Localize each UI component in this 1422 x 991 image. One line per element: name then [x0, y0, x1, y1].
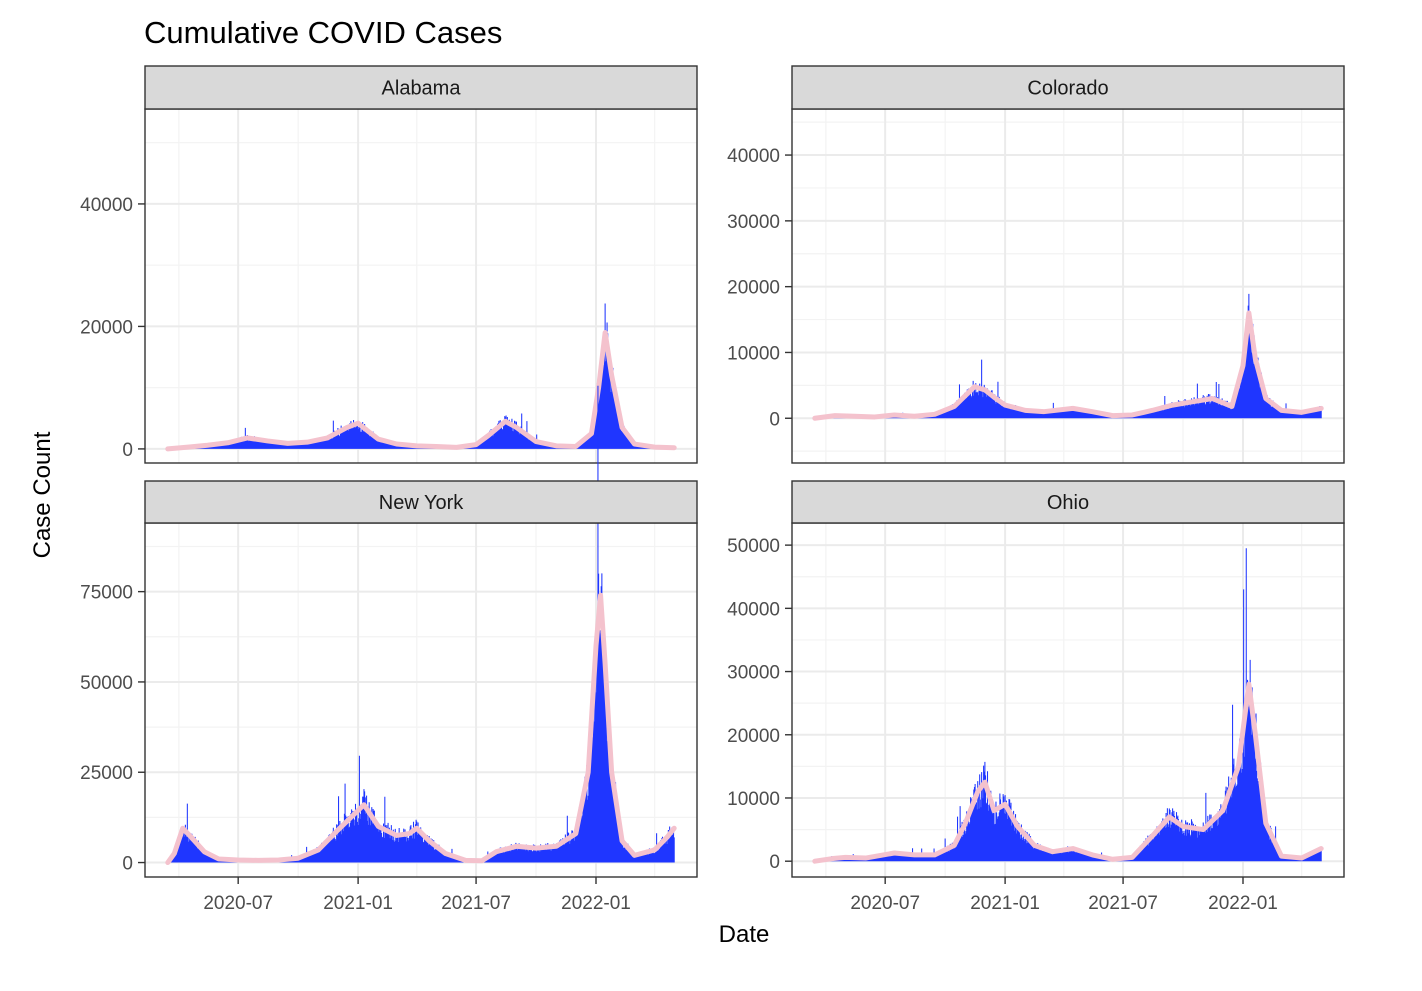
x-tick-label: 2021-01: [970, 893, 1040, 914]
rolling-average-line: [165, 330, 677, 452]
y-tick-label: 30000: [727, 212, 780, 233]
x-tick-label: 2020-07: [203, 893, 273, 914]
x-tick-label: 2021-01: [323, 893, 393, 914]
facet-strip: [791, 480, 1345, 524]
y-tick-label: 10000: [727, 343, 780, 364]
facet-strip: [144, 65, 698, 110]
y-tick-label: 40000: [80, 195, 133, 216]
rolling-average-line: [165, 592, 677, 866]
y-tick-label: 20000: [80, 317, 133, 338]
facet-label: New York: [379, 492, 464, 514]
x-axis-label: Date: [719, 921, 770, 948]
y-tick-label: 20000: [727, 726, 780, 747]
facet-label: Alabama: [382, 78, 462, 100]
rolling-average-line: [812, 681, 1324, 864]
y-tick-label: 0: [122, 854, 133, 875]
y-tick-label: 20000: [727, 278, 780, 299]
x-tick-label: 2022-01: [1208, 893, 1278, 914]
panels-group: Alabama 0 20000 40000 Colorado 0 10000 20000 300…: [80, 65, 1345, 914]
panel-alabama: Alabama 0 20000 40000: [80, 65, 698, 464]
y-tick-label: 0: [122, 440, 133, 461]
y-tick-label: 50000: [80, 673, 133, 694]
y-tick-label: 0: [769, 409, 780, 430]
rolling-average-line: [812, 310, 1324, 421]
y-tick-label: 30000: [727, 663, 780, 684]
panel-colorado: Colorado 0 10000 20000 30000 40000: [727, 65, 1345, 464]
chart-title: Cumulative COVID Cases: [144, 15, 502, 50]
y-tick-label: 50000: [727, 536, 780, 557]
y-tick-label: 25000: [80, 763, 133, 784]
y-tick-label: 40000: [727, 146, 780, 167]
y-tick-label: 10000: [727, 789, 780, 810]
x-tick-label: 2021-07: [441, 893, 511, 914]
y-tick-label: 40000: [727, 599, 780, 620]
x-tick-label: 2020-07: [850, 893, 920, 914]
x-tick-label: 2021-07: [1088, 893, 1158, 914]
y-axis-label: Case Count: [29, 431, 56, 558]
facet-label: Ohio: [1047, 492, 1089, 514]
panel-new-york: New York 0 25000 50000 75000 2020-07 2021-01 20…: [80, 385, 698, 914]
facet-label: Colorado: [1027, 78, 1108, 100]
x-tick-label: 2022-01: [561, 893, 631, 914]
y-tick-label: 0: [769, 852, 780, 873]
y-tick-label: 75000: [80, 583, 133, 604]
facet-strip: [144, 480, 698, 524]
facet-strip: [791, 65, 1345, 110]
panel-ohio: Ohio 0 10000 20000 30000 40000 50000 2020-07 202…: [727, 480, 1345, 914]
